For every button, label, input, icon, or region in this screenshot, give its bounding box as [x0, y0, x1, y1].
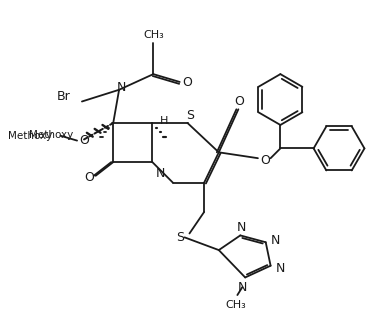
Text: N: N — [237, 221, 246, 234]
Text: O: O — [182, 77, 192, 90]
Text: N: N — [116, 81, 126, 94]
Text: S: S — [187, 109, 194, 122]
Text: Methoxy: Methoxy — [8, 131, 53, 141]
Text: Methoxy: Methoxy — [28, 130, 73, 140]
Text: N: N — [238, 281, 247, 294]
Text: N: N — [156, 167, 166, 180]
Text: CH₃: CH₃ — [143, 30, 164, 40]
Text: O: O — [79, 134, 89, 147]
Text: O: O — [84, 171, 94, 184]
Text: N: N — [276, 262, 285, 275]
Text: CH₃: CH₃ — [225, 300, 246, 310]
Text: S: S — [177, 231, 185, 244]
Text: N: N — [271, 234, 280, 247]
Text: H: H — [160, 116, 169, 126]
Text: Br: Br — [56, 90, 70, 103]
Text: O: O — [234, 95, 244, 108]
Text: O: O — [260, 154, 270, 166]
